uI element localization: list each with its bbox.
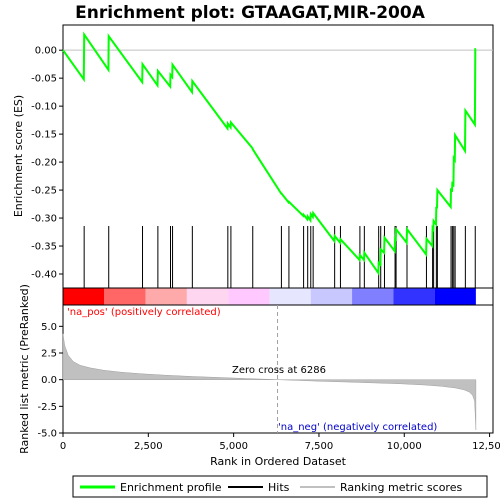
- legend-item-ranking-metric-scores: Ranking metric scores: [340, 481, 462, 494]
- metric-y-axis-label: Ranked list metric (PreRanked): [18, 284, 31, 454]
- ranked-metric-area: [62, 333, 477, 430]
- gradient-segment: [63, 288, 105, 305]
- es-y-tick-label: -0.15: [31, 130, 57, 141]
- gradient-segment: [228, 288, 270, 305]
- x-axis-label: Rank in Ordered Dataset: [210, 455, 347, 468]
- metric-y-tick-label: 5.0: [41, 322, 57, 333]
- es-y-tick-label: -0.35: [31, 242, 57, 253]
- x-tick-label: 7,500: [305, 441, 334, 452]
- metric-y-tick-label: 0.0: [41, 375, 57, 386]
- enrichment-profile-line: [62, 31, 477, 276]
- chart-title: Enrichment plot: GTAAGAT,MIR-200A: [75, 3, 426, 23]
- es-y-tick-label: -0.25: [31, 186, 57, 197]
- gradient-segment: [393, 288, 435, 305]
- metric-y-ticks: 5.0 2.5 0.0 -2.5 -5.0: [37, 322, 63, 440]
- es-y-ticks: 0.00 -0.05 -0.10 -0.15 -0.20 -0.25 -0.30 -0.35 -…: [31, 46, 63, 281]
- x-tick-label: 12,500: [472, 441, 500, 452]
- metric-y-tick-label: -5.0: [37, 429, 57, 440]
- legend-item-enrichment-profile: Enrichment profile: [120, 481, 222, 494]
- hits-layer: [83, 226, 476, 288]
- metric-y-tick-label: -2.5: [37, 402, 57, 413]
- gradient-segment: [434, 288, 476, 305]
- es-panel-frame: [62, 24, 494, 289]
- legend-box: [72, 475, 488, 498]
- gradient-segment: [352, 288, 394, 305]
- es-y-tick-label: 0.00: [35, 46, 57, 57]
- gradient-segment: [310, 288, 353, 305]
- es-y-tick-label: -0.30: [31, 214, 57, 225]
- es-y-tick-label: -0.20: [31, 158, 57, 169]
- gradient-segment: [145, 288, 187, 305]
- x-tick-label: 0: [60, 441, 66, 452]
- zero-cross-label: Zero cross at 6286: [232, 365, 326, 376]
- es-y-axis-label: Enrichment score (ES): [12, 95, 25, 217]
- na-neg-label: 'na_neg' (negatively correlated): [278, 422, 437, 433]
- x-tick-label: 5,000: [219, 441, 248, 452]
- gradient-segment: [269, 288, 311, 305]
- x-tick-label: 2,500: [134, 441, 163, 452]
- es-y-tick-label: -0.40: [31, 270, 57, 281]
- x-axis-ticks: 0 2,500 5,000 7,500 10,000 12,500: [60, 433, 500, 452]
- legend-item-hits: Hits: [268, 481, 290, 494]
- na-pos-label: 'na_pos' (positively correlated): [67, 307, 221, 318]
- gradient-segment: [186, 288, 229, 305]
- metric-y-tick-label: 2.5: [41, 349, 57, 360]
- gradient-segment: [104, 288, 146, 305]
- es-y-tick-label: -0.10: [31, 102, 57, 113]
- gradient-tail: [475, 288, 493, 305]
- x-tick-label: 10,000: [387, 441, 422, 452]
- es-y-tick-label: -0.05: [31, 74, 57, 85]
- rank-gradient-bar: [62, 287, 494, 306]
